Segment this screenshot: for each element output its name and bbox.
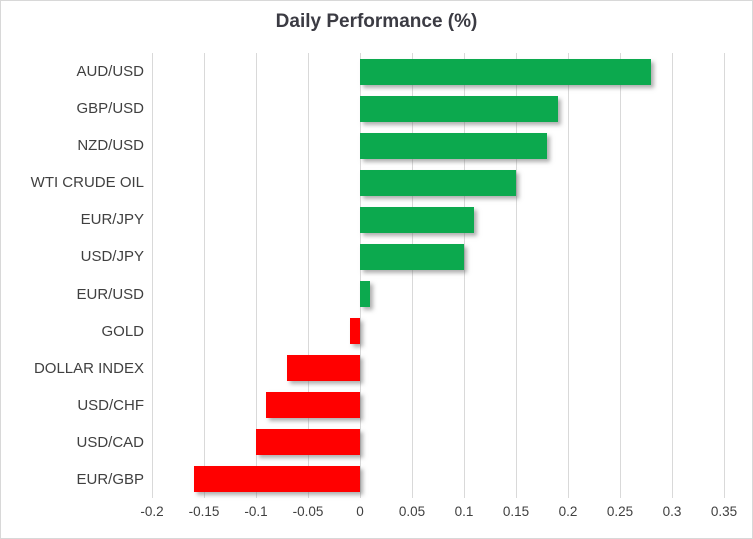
gridline <box>412 53 413 498</box>
bar-wti-crude-oil <box>360 170 516 196</box>
category-label-usd-chf: USD/CHF <box>77 397 144 414</box>
bar-dollar-index <box>287 355 360 381</box>
category-label-aud-usd: AUD/USD <box>76 63 144 80</box>
bar-eur-usd <box>360 281 370 307</box>
x-tick-label-0.1: 0.1 <box>454 504 474 519</box>
x-tick-label-0: 0 <box>356 504 364 519</box>
gridline <box>464 53 465 498</box>
x-tick-label-0.3: 0.3 <box>662 504 682 519</box>
category-label-gbp-usd: GBP/USD <box>76 100 144 117</box>
bar-eur-gbp <box>194 466 360 492</box>
bar-aud-usd <box>360 59 651 85</box>
category-label-usd-cad: USD/CAD <box>76 434 144 451</box>
bar-usd-chf <box>266 392 360 418</box>
x-tick-label--0.15: -0.15 <box>188 504 220 519</box>
x-tick-label-0.15: 0.15 <box>502 504 530 519</box>
chart-title: Daily Performance (%) <box>275 11 478 32</box>
gridline <box>360 53 361 498</box>
bar-nzd-usd <box>360 133 547 159</box>
gridline <box>256 53 257 498</box>
bar-eur-jpy <box>360 207 474 233</box>
bar-usd-cad <box>256 429 360 455</box>
gridline <box>672 53 673 498</box>
category-label-nzd-usd: NZD/USD <box>77 137 144 154</box>
bar-gbp-usd <box>360 96 558 122</box>
x-tick-label-0.05: 0.05 <box>398 504 426 519</box>
category-label-eur-gbp: EUR/GBP <box>76 471 144 488</box>
plot-area <box>152 53 725 498</box>
x-tick-label--0.2: -0.2 <box>140 504 164 519</box>
gridline <box>516 53 517 498</box>
x-tick-label--0.05: -0.05 <box>292 504 324 519</box>
x-tick-label--0.1: -0.1 <box>244 504 268 519</box>
bar-gold <box>350 318 360 344</box>
category-label-wti-crude-oil: WTI CRUDE OIL <box>30 174 144 191</box>
x-tick-label-0.25: 0.25 <box>606 504 634 519</box>
bar-usd-jpy <box>360 244 464 270</box>
gridline <box>308 53 309 498</box>
x-tick-label-0.2: 0.2 <box>558 504 578 519</box>
gridline <box>724 53 725 498</box>
gridline <box>204 53 205 498</box>
category-label-usd-jpy: USD/JPY <box>80 248 144 265</box>
category-label-gold: GOLD <box>101 323 144 340</box>
gridline <box>152 53 153 498</box>
category-label-dollar-index: DOLLAR INDEX <box>33 360 144 377</box>
x-tick-label-0.35: 0.35 <box>710 504 738 519</box>
category-label-eur-jpy: EUR/JPY <box>80 211 144 228</box>
gridline <box>620 53 621 498</box>
category-label-eur-usd: EUR/USD <box>76 286 144 303</box>
gridline <box>568 53 569 498</box>
